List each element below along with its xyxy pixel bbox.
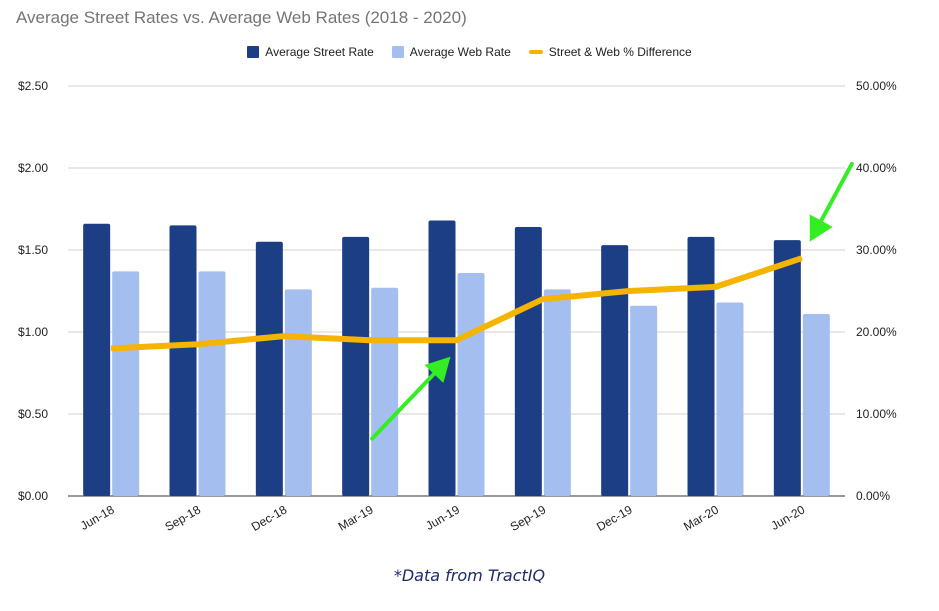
bar-street-rate [773, 240, 801, 496]
legend-label-web: Average Web Rate [409, 45, 511, 59]
y-right-tick-label: 0.00% [856, 489, 890, 503]
x-tick-label: Mar-19 [336, 502, 376, 533]
line-point [110, 347, 112, 349]
footnote: *Data from TractIQ [393, 566, 546, 585]
line-point [542, 298, 544, 300]
bar-street-rate [342, 236, 370, 496]
x-tick-label: Mar-20 [681, 502, 721, 533]
bar-street-rate [514, 227, 542, 497]
bar-web-rate [802, 313, 830, 496]
y-left-tick-label: $2.50 [18, 79, 48, 93]
line-point [369, 339, 371, 341]
annotation-arrow-shaft [819, 161, 854, 223]
line-point [628, 290, 630, 292]
y-left-tick-label: $2.00 [18, 161, 48, 175]
legend-swatch-street [247, 46, 260, 58]
y-right-tick-label: 50.00% [856, 79, 897, 93]
y-left-tick-label: $1.50 [18, 243, 48, 257]
bar-street-rate [428, 220, 456, 497]
x-tick-label: Jun-20 [769, 502, 808, 533]
bar-street-rate [687, 236, 715, 496]
legend-swatch-diff [528, 50, 543, 54]
bar-street-rate [255, 241, 283, 496]
bar-web-rate [284, 289, 312, 496]
x-tick-label: Sep-19 [508, 502, 549, 534]
bar-web-rate [198, 271, 226, 496]
chart-title: Average Street Rates vs. Average Web Rat… [16, 8, 467, 27]
bar-web-rate [457, 272, 485, 496]
legend-label-diff: Street & Web % Difference [548, 45, 692, 59]
legend-item-web: Average Web Rate [391, 45, 511, 59]
y-right-tick-label: 20.00% [856, 325, 897, 339]
legend-item-street: Average Street Rate [247, 45, 374, 59]
bar-street-rate [83, 223, 111, 496]
legend-swatch-web [391, 46, 404, 58]
x-tick-label: Dec-19 [594, 502, 635, 534]
bar-street-rate [169, 225, 197, 496]
x-tick-label: Dec-18 [249, 502, 290, 534]
y-left-tick-label: $1.00 [18, 325, 48, 339]
annotation-arrow-shaft [370, 371, 436, 441]
legend: Average Street Rate Average Web Rate Str… [0, 45, 939, 59]
legend-label-street: Average Street Rate [265, 45, 374, 59]
y-left-tick-label: $0.00 [18, 489, 48, 503]
line-point [283, 335, 285, 337]
bar-street-rate [601, 245, 629, 496]
x-tick-label: Jun-19 [423, 502, 462, 533]
bar-web-rate [543, 289, 571, 496]
annotation-arrow-head [424, 356, 451, 383]
bar-web-rate [371, 287, 399, 496]
y-right-tick-label: 40.00% [856, 161, 897, 175]
x-tick-label: Jun-18 [78, 502, 117, 533]
y-left-tick-label: $0.50 [18, 407, 48, 421]
x-tick-label: Sep-18 [162, 502, 203, 534]
legend-item-diff: Street & Web % Difference [528, 45, 692, 59]
bar-web-rate [630, 305, 658, 496]
line-point [456, 339, 457, 341]
bar-web-rate [716, 302, 744, 496]
line-point [801, 257, 803, 259]
line-point [197, 343, 198, 345]
bar-web-rate [112, 271, 140, 496]
y-right-tick-label: 10.00% [856, 407, 897, 421]
annotation-arrow-head [809, 214, 833, 242]
line-point [715, 286, 716, 288]
y-right-tick-label: 30.00% [856, 243, 897, 257]
